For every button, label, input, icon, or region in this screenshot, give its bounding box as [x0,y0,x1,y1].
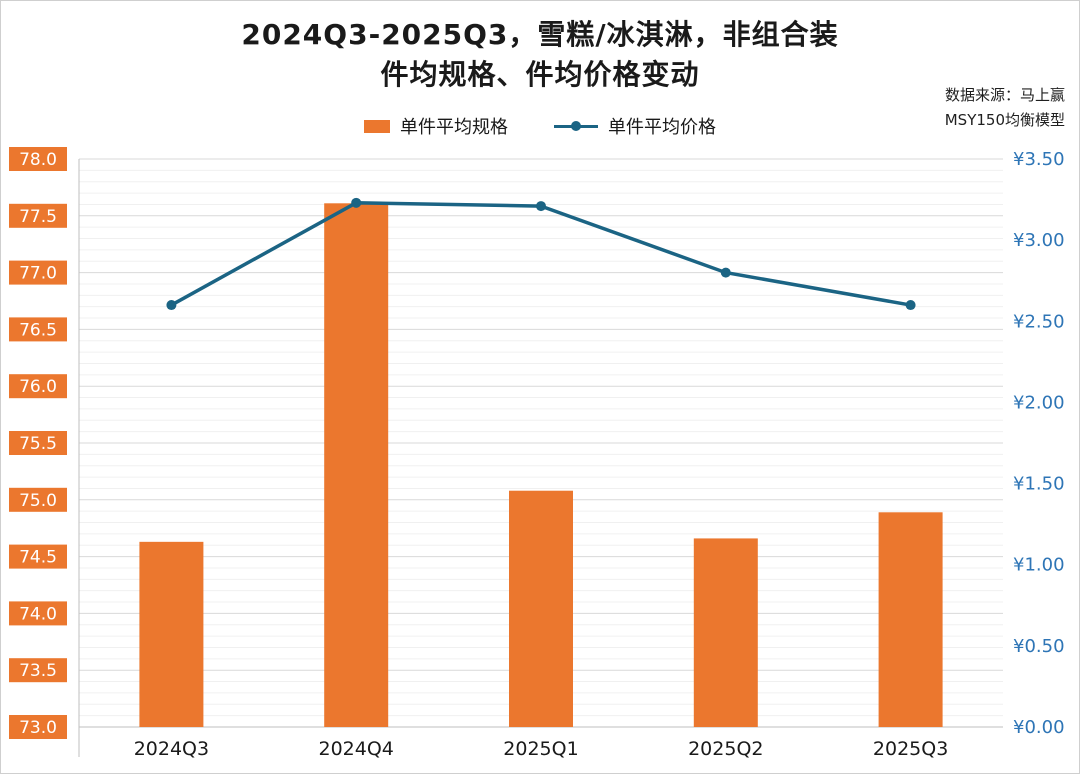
chart-title-line1: 2024Q3-2025Q3，雪糕/冰淇淋，非组合装 [241,18,839,51]
right-axis-tick-label: ¥2.00 [1013,392,1065,413]
left-axis-tick-label: 73.5 [19,661,57,681]
left-axis-tick-label: 76.5 [19,320,57,340]
x-axis-label: 2025Q3 [873,738,948,760]
data-source-line1: 数据来源：马上赢 [944,86,1065,104]
bar [139,541,204,727]
left-tick-box [9,601,67,626]
price-point [536,201,546,212]
left-axis-tick-label: 76.0 [19,377,57,397]
bar-legend-swatch [364,119,390,133]
left-tick-box [9,544,67,569]
left-tick-box [9,260,67,285]
legend-item-avg-spec: 单件平均规格 [364,113,508,139]
price-point [166,300,177,311]
bar [878,512,943,727]
legend-label-avg-spec: 单件平均规格 [400,117,508,138]
legend-item-avg-price: 单件平均价格 [554,113,716,139]
left-tick-box [9,658,67,683]
left-tick-box [9,317,67,342]
right-axis-tick-label: ¥2.50 [1013,311,1065,332]
left-axis-tick-label: 77.5 [19,207,57,227]
bar [693,538,758,727]
price-point [351,197,362,208]
left-tick-box [9,431,67,455]
left-axis-tick-label: 78.0 [19,150,57,170]
chart-title-line2: 件均规格、件均价格变动 [380,58,700,91]
right-axis-tick-label: ¥0.00 [1013,717,1065,738]
x-axis-label: 2024Q3 [134,738,209,760]
left-tick-box [9,715,67,739]
price-point [720,267,731,278]
left-tick-box [9,374,67,399]
x-axis-label: 2025Q1 [503,738,578,760]
bar [509,490,573,727]
right-axis-tick-label: ¥3.00 [1013,230,1065,251]
right-axis-tick-label: ¥1.00 [1013,555,1065,576]
left-axis-tick-label: 73.0 [19,718,57,738]
x-axis-label: 2024Q4 [318,738,393,760]
chart-legend: 单件平均规格 单件平均价格 [1,113,1079,139]
left-axis-tick-label: 77.0 [19,264,57,284]
left-axis-tick-label: 75.0 [19,491,57,511]
data-source-note: 数据来源：马上赢 MSY150均衡模型 [945,83,1065,133]
price-point [905,300,916,311]
right-axis-tick-label: ¥1.50 [1013,474,1065,495]
right-axis-tick-label: ¥0.50 [1013,636,1065,657]
x-axis-label: 2025Q2 [688,738,763,760]
left-axis-tick-label: 75.5 [19,434,57,454]
data-source-line2: MSY150均衡模型 [944,111,1065,129]
chart-title: 2024Q3-2025Q3，雪糕/冰淇淋，非组合装 件均规格、件均价格变动 [1,15,1079,95]
right-axis-tick-label: ¥3.50 [1013,149,1065,170]
left-tick-box [9,487,67,512]
left-tick-box [9,147,67,171]
line-legend-dot [571,121,581,131]
left-axis-tick-label: 74.0 [19,604,57,624]
legend-label-avg-price: 单件平均价格 [608,117,716,138]
price-line [170,201,911,307]
left-axis-tick-label: 74.5 [19,548,57,568]
left-tick-box [9,203,67,228]
line-legend-marker [554,121,598,131]
bar [324,203,389,727]
